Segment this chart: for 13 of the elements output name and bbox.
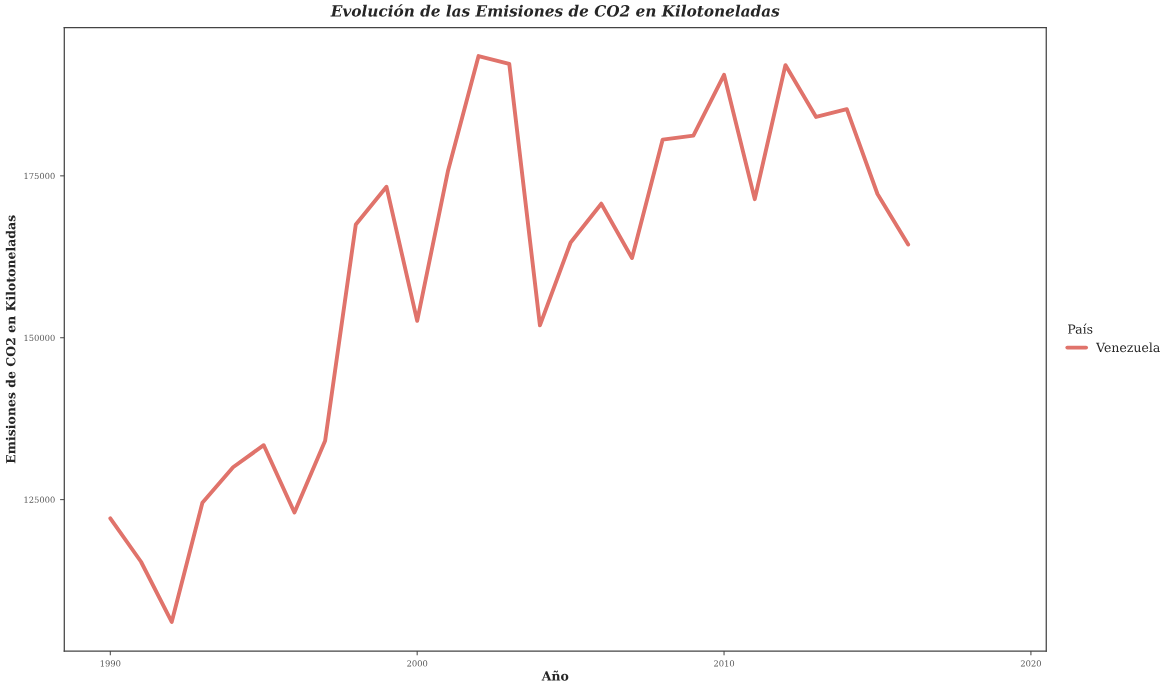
- legend-title: País: [1068, 323, 1093, 334]
- chart-title: Evolución de las Emisiones de CO2 en Kilotoneladas: [330, 4, 780, 17]
- x-tick-label: 2000: [407, 660, 428, 667]
- y-axis-title: Emisiones de CO2 en Kilotoneladas: [5, 215, 16, 464]
- line-series: [108, 54, 911, 624]
- x-axis-title: Año: [541, 670, 569, 681]
- y-tick-label: 150000: [24, 334, 55, 341]
- x-tick-label: 2010: [714, 660, 735, 667]
- y-tick-label: 125000: [24, 496, 55, 503]
- x-tick-label: 2020: [1020, 660, 1041, 667]
- y-tick-label: 175000: [24, 172, 55, 180]
- legend-label: Venezuela: [1095, 342, 1160, 353]
- x-tick-label: 1990: [100, 660, 121, 667]
